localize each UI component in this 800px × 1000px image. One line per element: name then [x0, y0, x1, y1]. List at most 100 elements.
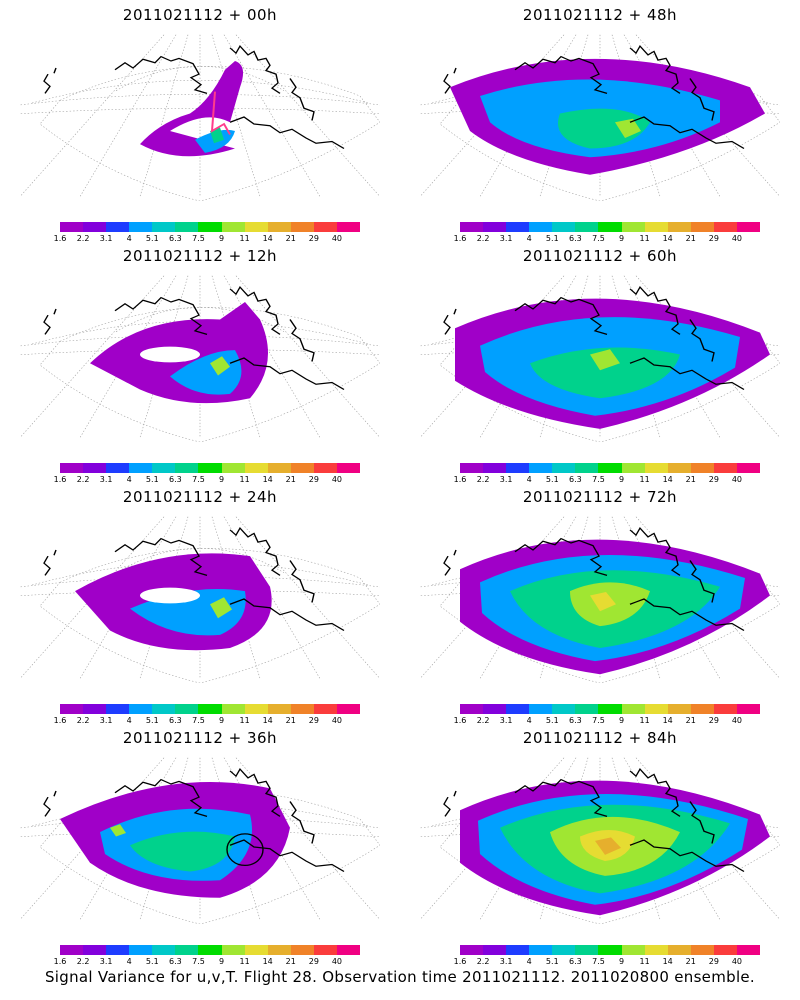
- colorbar-segment: [198, 704, 222, 714]
- colorbar-tick-label: 5.1: [545, 234, 559, 243]
- colorbar-segment: [129, 945, 153, 955]
- colorbar-tick-label: 40: [731, 475, 743, 484]
- colorbar: [60, 463, 361, 473]
- colorbar-segment: [175, 945, 199, 955]
- colorbar-segment: [621, 945, 645, 955]
- colorbar-tick-label: 9: [218, 716, 225, 725]
- colorbar-segment: [713, 945, 737, 955]
- forecast-panel: 2011021112 + 00h 1.6 2.2 3.1 4 5.1 6.3 7.5 9 11 14…: [0, 0, 400, 243]
- variance-map: [420, 34, 780, 201]
- colorbar-segment: [713, 704, 737, 714]
- variance-map: [420, 275, 780, 442]
- forecast-panel: 2011021112 + 60h 1.6 2.2 3.1 4 5.1 6.3 7.5 9 11 14…: [400, 241, 800, 484]
- colorbar-segment: [290, 463, 314, 473]
- colorbar-segment: [529, 463, 553, 473]
- forecast-panel: 2011021112 + 24h 1.6 2.2 3.1 4 5.1 6.3 7.5 9 11 14…: [0, 482, 400, 725]
- coastlines: [43, 285, 345, 391]
- colorbar-segment: [175, 704, 199, 714]
- variance-contour: [558, 108, 650, 149]
- colorbar-tick-label: 1.6: [453, 716, 467, 725]
- figure-caption: Signal Variance for u,v,T. Flight 28. Ob…: [44, 968, 756, 986]
- colorbar-tick-label: 40: [331, 234, 343, 243]
- colorbar-tick-label: 1.6: [453, 475, 467, 484]
- colorbar-segment: [221, 704, 245, 714]
- colorbar-segment: [221, 463, 245, 473]
- colorbar-segment: [621, 463, 645, 473]
- colorbar-segment: [667, 945, 691, 955]
- variance-contour: [130, 831, 235, 872]
- colorbar-tick-label: 3.1: [99, 957, 113, 966]
- colorbar-segment: [129, 222, 153, 232]
- colorbar-tick-label: 7.5: [592, 234, 605, 243]
- variance-map: [20, 757, 380, 924]
- colorbar-tick-label: 14: [662, 716, 673, 725]
- colorbar-segment: [221, 945, 245, 955]
- colorbar-tick-label: 1.6: [53, 716, 67, 725]
- colorbar-tick-label: 11: [639, 716, 650, 725]
- colorbar-tick-label: 40: [731, 716, 743, 725]
- colorbar-tick-label: 5.1: [545, 716, 559, 725]
- colorbar-segment: [152, 222, 176, 232]
- colorbar-segment: [267, 945, 291, 955]
- colorbar-segment: [313, 704, 337, 714]
- colorbar-tick-label: 9: [618, 234, 625, 243]
- colorbar-segment: [598, 945, 622, 955]
- colorbar-tick-label: 3.1: [99, 716, 113, 725]
- coastlines: [43, 767, 345, 873]
- colorbar-segment: [575, 945, 599, 955]
- colorbar-tick-label: 29: [308, 234, 319, 243]
- colorbar-labels: 1.6 2.2 3.1 4 5.1 6.3 7.5 9 11 14 21 29 40: [454, 716, 760, 726]
- colorbar-tick-label: 7.5: [592, 957, 605, 966]
- colorbar-segment: [713, 463, 737, 473]
- colorbar-tick-label: 9: [218, 234, 225, 243]
- colorbar-segment: [529, 222, 553, 232]
- colorbar-segment: [690, 945, 714, 955]
- colorbar-segment: [152, 945, 176, 955]
- colorbar-segment: [83, 704, 107, 714]
- colorbar-segment: [506, 463, 530, 473]
- variance-contour: [210, 356, 230, 376]
- colorbar-segment: [529, 945, 553, 955]
- colorbar-tick-label: 6.3: [169, 716, 182, 725]
- colorbar-labels: 1.6 2.2 3.1 4 5.1 6.3 7.5 9 11 14 21 29 40: [54, 475, 360, 485]
- colorbar-tick-label: 2.2: [76, 234, 90, 243]
- colorbar: [60, 704, 361, 714]
- colorbar-segment: [644, 222, 668, 232]
- colorbar: [60, 945, 361, 955]
- panel-title: 2011021112 + 24h: [122, 488, 278, 506]
- colorbar-segment: [736, 704, 761, 714]
- panel-title: 2011021112 + 60h: [522, 247, 678, 265]
- colorbar-segment: [598, 222, 622, 232]
- colorbar-segment: [575, 463, 599, 473]
- colorbar-tick-label: 14: [662, 234, 673, 243]
- colorbar-segment: [290, 945, 314, 955]
- colorbar-segment: [290, 704, 314, 714]
- colorbar-tick-label: 29: [308, 957, 319, 966]
- colorbar-tick-label: 6.3: [569, 234, 582, 243]
- colorbar-segment: [83, 463, 107, 473]
- colorbar-tick-label: 6.3: [169, 234, 182, 243]
- coastlines: [443, 767, 745, 873]
- variance-map: [20, 516, 380, 683]
- colorbar-segment: [667, 704, 691, 714]
- variance-map: [20, 34, 380, 201]
- colorbar-tick-label: 1.6: [53, 475, 67, 484]
- colorbar-tick-label: 21: [285, 234, 296, 243]
- colorbar-tick-label: 7.5: [192, 475, 205, 484]
- colorbar-segment: [667, 463, 691, 473]
- colorbar-tick-label: 14: [262, 234, 273, 243]
- colorbar-tick-label: 21: [685, 957, 696, 966]
- coastlines: [443, 285, 745, 391]
- colorbar: [460, 704, 761, 714]
- colorbar-tick-label: 4: [526, 716, 532, 725]
- colorbar-tick-label: 29: [308, 475, 319, 484]
- colorbar-segment: [575, 222, 599, 232]
- colorbar-segment: [460, 704, 484, 714]
- colorbar-tick-label: 6.3: [169, 475, 182, 484]
- colorbar-segment: [483, 704, 507, 714]
- coastlines: [443, 526, 745, 632]
- colorbar-segment: [621, 704, 645, 714]
- colorbar-segment: [244, 945, 268, 955]
- colorbar-segment: [506, 704, 530, 714]
- colorbar-segment: [175, 463, 199, 473]
